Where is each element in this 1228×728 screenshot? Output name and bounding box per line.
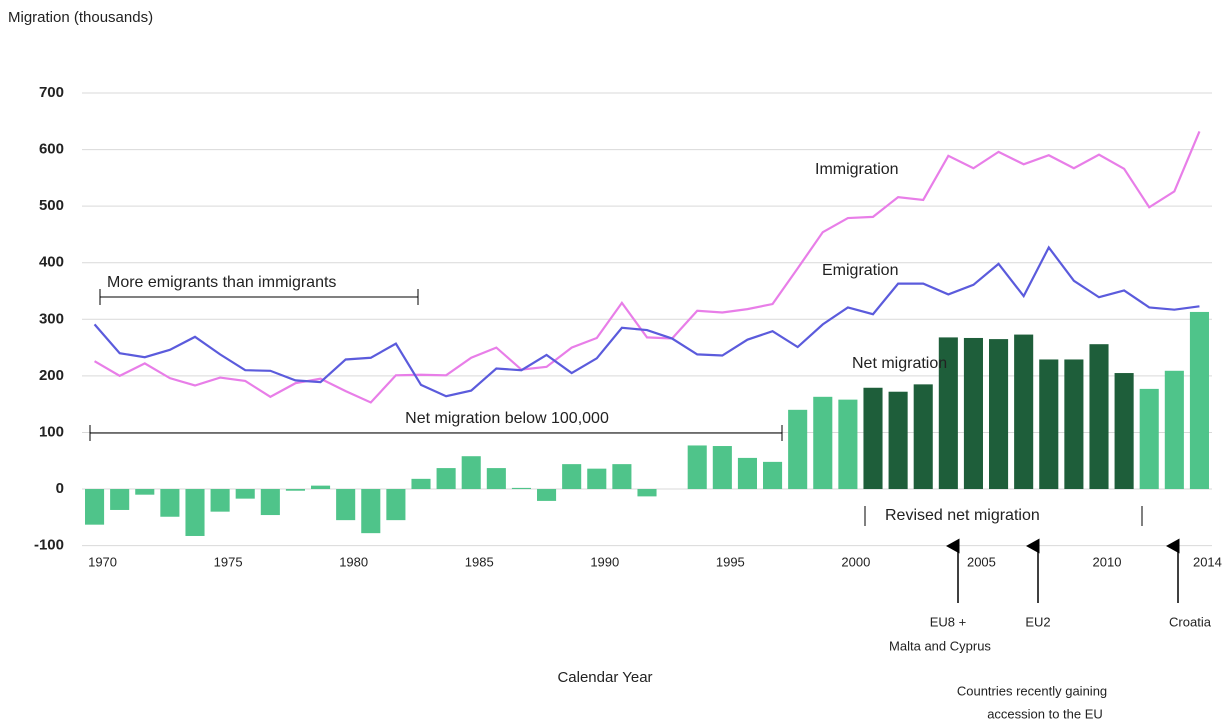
bar bbox=[587, 468, 607, 490]
y-tick-label: -100 bbox=[34, 537, 64, 554]
x-tick-label: 1990 bbox=[590, 554, 619, 569]
bar bbox=[1164, 370, 1184, 490]
bar bbox=[386, 489, 406, 521]
bar bbox=[160, 489, 180, 517]
bar bbox=[637, 489, 657, 497]
y-tick-label: 600 bbox=[39, 141, 64, 158]
bar bbox=[436, 468, 456, 490]
bar bbox=[1114, 373, 1134, 490]
series-label: Emigration bbox=[822, 262, 898, 279]
bar bbox=[913, 384, 933, 490]
annotation: More emigrants than immigrants bbox=[107, 274, 336, 291]
bar bbox=[486, 468, 506, 490]
bar bbox=[788, 409, 808, 490]
line bbox=[93, 245, 1200, 398]
bar bbox=[562, 464, 582, 490]
bar bbox=[285, 489, 305, 491]
bar bbox=[938, 337, 958, 490]
bar bbox=[311, 485, 331, 490]
y-tick-label: 500 bbox=[39, 197, 64, 214]
bar bbox=[1039, 359, 1059, 490]
bar bbox=[838, 399, 858, 490]
bar bbox=[110, 489, 130, 510]
annotation: EU2 bbox=[1025, 614, 1050, 629]
x-axis-label: Calendar Year bbox=[557, 669, 652, 686]
y-tick-label: 200 bbox=[39, 367, 64, 384]
x-tick-label: 2010 bbox=[1093, 554, 1122, 569]
y-tick-label: 700 bbox=[39, 84, 64, 101]
series-label: Revised net migration bbox=[885, 507, 1040, 524]
series-label: Immigration bbox=[815, 161, 899, 178]
bar bbox=[1014, 334, 1034, 490]
y-tick-label: 100 bbox=[39, 423, 64, 440]
x-tick-label: 1995 bbox=[716, 554, 745, 569]
annotation: accession to the EU bbox=[987, 706, 1103, 721]
bar bbox=[185, 489, 205, 536]
bar bbox=[1064, 359, 1084, 490]
bar bbox=[813, 396, 833, 490]
x-tick-label: 1985 bbox=[465, 554, 494, 569]
annotation: Net migration below 100,000 bbox=[405, 410, 609, 427]
bar bbox=[737, 457, 757, 490]
bar bbox=[763, 461, 783, 490]
bar bbox=[260, 489, 280, 516]
bar bbox=[210, 489, 230, 512]
bar bbox=[511, 487, 531, 490]
y-axis-label: Migration (thousands) bbox=[8, 9, 153, 26]
y-tick-label: 0 bbox=[56, 480, 64, 497]
x-tick-label: 1980 bbox=[339, 554, 368, 569]
x-tick-label: 2005 bbox=[967, 554, 996, 569]
bar bbox=[1189, 311, 1209, 490]
x-tick-label: 1975 bbox=[214, 554, 243, 569]
bar bbox=[461, 456, 481, 490]
bar bbox=[1139, 388, 1159, 490]
bar bbox=[135, 489, 155, 495]
bar bbox=[687, 445, 707, 490]
y-tick-label: 400 bbox=[39, 254, 64, 271]
bar bbox=[863, 387, 883, 490]
x-tick-label: 2014 bbox=[1193, 554, 1222, 569]
annotation: Croatia bbox=[1169, 614, 1212, 629]
line bbox=[93, 131, 1201, 404]
bar bbox=[336, 489, 356, 521]
series-label: Net migration bbox=[852, 355, 947, 372]
x-tick-label: 1970 bbox=[88, 554, 117, 569]
annotation: EU8 + bbox=[930, 614, 967, 629]
bar bbox=[235, 489, 255, 499]
bar bbox=[888, 391, 908, 490]
bar bbox=[537, 489, 557, 501]
bar bbox=[1089, 344, 1109, 490]
annotation: Malta and Cyprus bbox=[889, 638, 991, 653]
bar bbox=[612, 464, 632, 490]
bar bbox=[963, 337, 983, 490]
bar bbox=[361, 489, 381, 534]
y-tick-label: 300 bbox=[39, 310, 64, 327]
bar bbox=[712, 446, 732, 490]
bar bbox=[411, 478, 431, 490]
bar bbox=[989, 339, 1009, 490]
annotation: Countries recently gaining bbox=[957, 683, 1107, 698]
bar bbox=[85, 489, 105, 525]
x-tick-label: 2000 bbox=[841, 554, 870, 569]
